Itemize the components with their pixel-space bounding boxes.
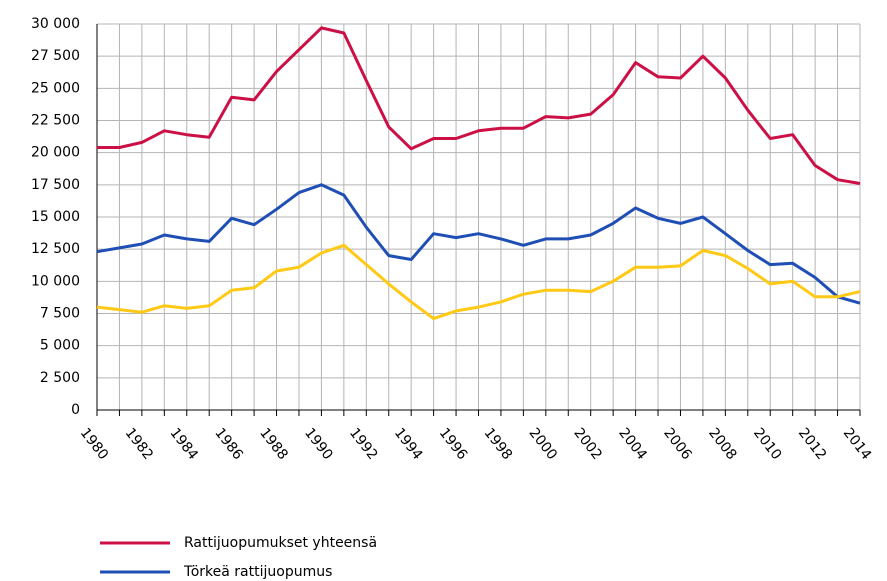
legend-label: Rattijuopumukset yhteensä bbox=[184, 535, 377, 551]
x-tick-label: 1988 bbox=[256, 425, 291, 463]
x-tick-label: 1996 bbox=[436, 425, 471, 463]
x-tick-label: 1982 bbox=[122, 425, 157, 463]
y-tick-label: 2 500 bbox=[40, 370, 80, 386]
series-line bbox=[97, 26, 861, 185]
x-tick-label: 2010 bbox=[750, 425, 785, 463]
legend-label: Törkeä rattijuopumus bbox=[183, 564, 332, 580]
y-tick-label: 20 000 bbox=[31, 145, 80, 161]
x-tick-label: 1994 bbox=[391, 425, 426, 463]
y-tick-label: 15 000 bbox=[31, 209, 80, 225]
y-tick-label: 17 500 bbox=[31, 177, 80, 193]
x-tick-label: 2008 bbox=[705, 425, 740, 463]
x-tick-label: 2012 bbox=[795, 425, 830, 463]
series-line bbox=[96, 243, 861, 321]
x-tick-label: 1992 bbox=[346, 425, 381, 463]
x-tick-label: 1980 bbox=[77, 425, 112, 463]
x-tick-label: 2006 bbox=[660, 425, 695, 463]
x-tick-label: 2014 bbox=[840, 425, 875, 463]
y-tick-label: 7 500 bbox=[40, 306, 80, 322]
x-tick-label: 1998 bbox=[481, 425, 516, 463]
series-line bbox=[96, 183, 861, 305]
x-tick-label: 2004 bbox=[615, 425, 650, 463]
y-tick-label: 5 000 bbox=[40, 338, 80, 354]
y-tick-label: 12 500 bbox=[31, 241, 80, 257]
y-tick-label: 22 500 bbox=[31, 113, 80, 129]
x-tick-label: 1990 bbox=[301, 425, 336, 463]
x-tick-label: 2000 bbox=[526, 425, 561, 463]
x-tick-label: 1986 bbox=[211, 425, 246, 463]
y-tick-label: 27 500 bbox=[31, 48, 80, 64]
y-tick-label: 25 000 bbox=[31, 80, 80, 96]
y-tick-label: 30 000 bbox=[31, 16, 80, 32]
x-tick-label: 2002 bbox=[570, 425, 605, 463]
y-tick-label: 10 000 bbox=[31, 273, 80, 289]
y-tick-label: 0 bbox=[71, 402, 80, 418]
x-tick-label: 1984 bbox=[166, 425, 201, 463]
